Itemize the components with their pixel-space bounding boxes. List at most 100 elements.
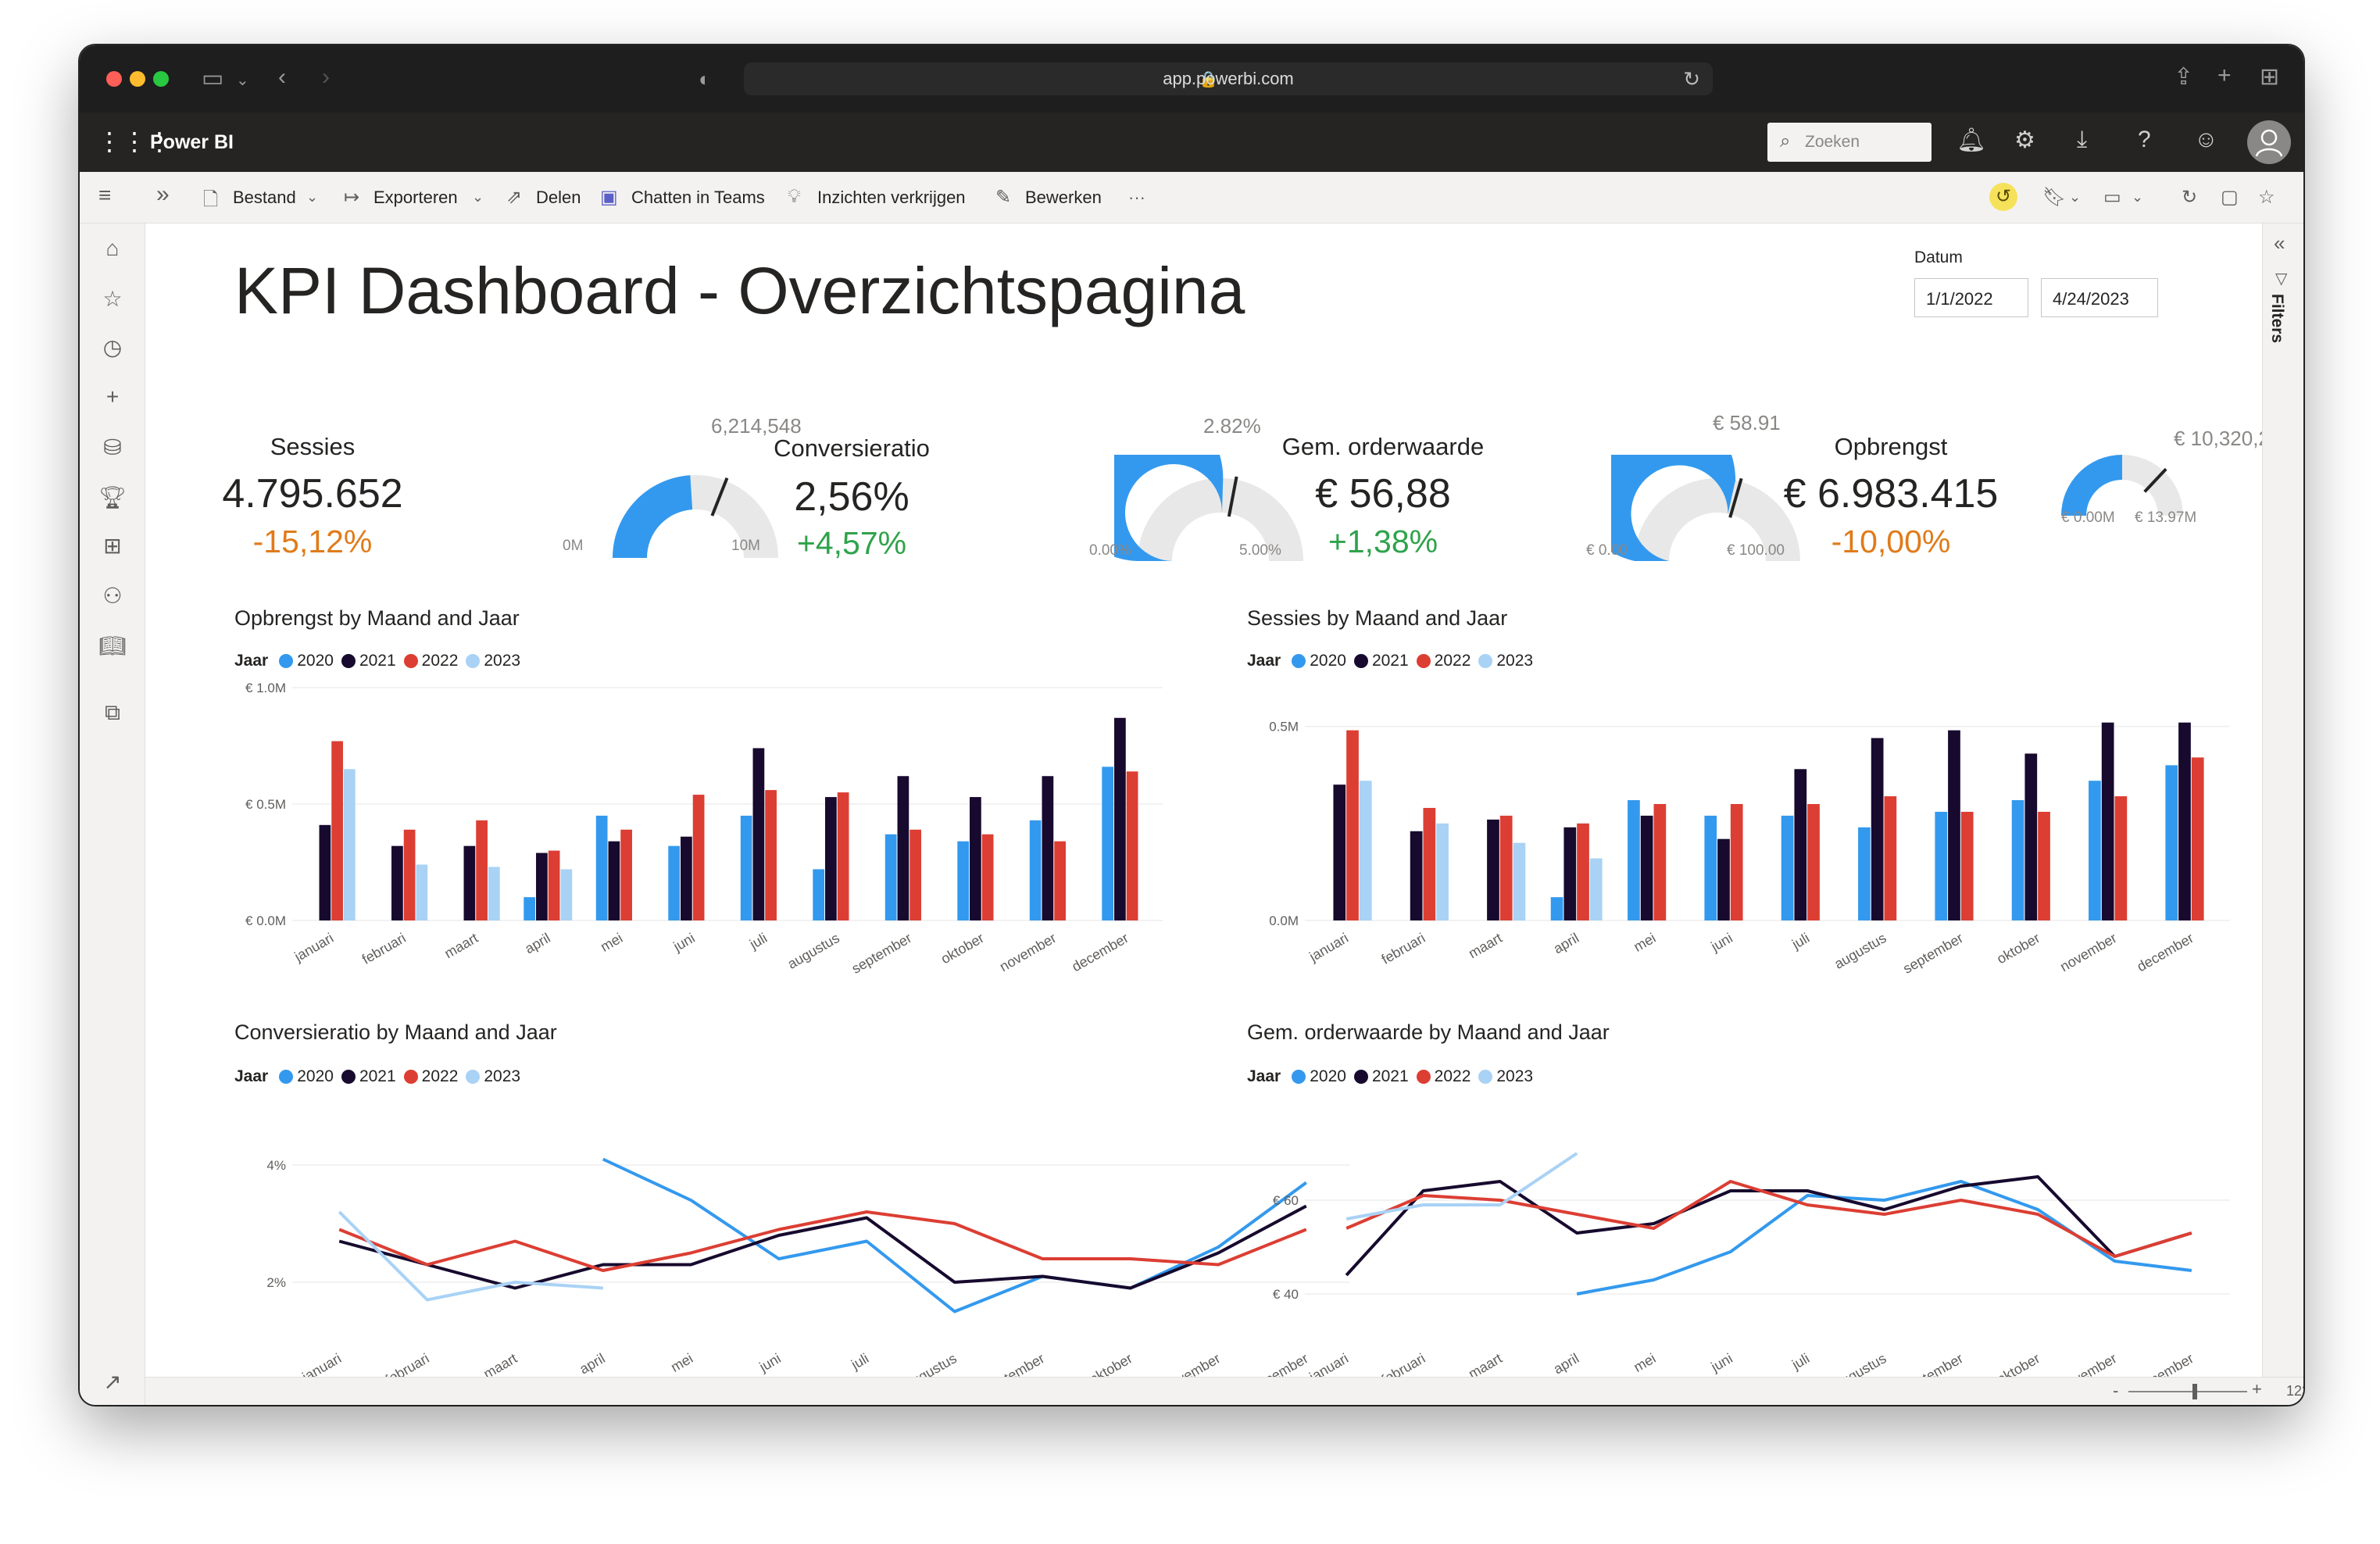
bar[interactable]	[825, 797, 837, 920]
bar[interactable]	[1717, 838, 1730, 920]
series-line[interactable]	[1576, 1180, 2192, 1296]
bestand-menu[interactable]: Bestand	[233, 188, 296, 207]
bar[interactable]	[1948, 730, 1960, 920]
create-plus-icon[interactable]: +	[105, 384, 120, 409]
help-icon[interactable]: ?	[2138, 127, 2151, 152]
legend-item[interactable]: 2020	[1292, 652, 1346, 670]
bar[interactable]	[1628, 800, 1640, 920]
zoom-slider-thumb[interactable]	[2192, 1384, 2197, 1399]
bar[interactable]	[488, 867, 500, 920]
legend-item[interactable]: 2020	[1292, 1067, 1346, 1086]
bar[interactable]	[1807, 804, 1820, 920]
filters-pane[interactable]: « ▽ Filters	[2262, 223, 2303, 1377]
comment-icon[interactable]: ▢	[2221, 187, 2239, 208]
bar[interactable]	[620, 829, 632, 920]
bar[interactable]	[2038, 811, 2050, 920]
privacy-shield-icon[interactable]: ◐	[699, 67, 711, 91]
datasets-cylinder-icon[interactable]: ⛁	[103, 435, 122, 459]
legend-item[interactable]: 2022	[1416, 1067, 1471, 1086]
bar[interactable]	[343, 769, 356, 920]
legend-item[interactable]: 2022	[403, 652, 458, 670]
bar[interactable]	[2114, 796, 2128, 920]
shared-people-icon[interactable]: ⚇	[102, 584, 123, 608]
home-icon[interactable]: ⌂	[105, 236, 120, 260]
bar[interactable]	[1487, 819, 1499, 920]
bar[interactable]	[331, 741, 343, 920]
bar[interactable]	[681, 836, 692, 920]
bar[interactable]	[1640, 815, 1653, 920]
legend-item[interactable]: 2020	[279, 1067, 334, 1086]
bar[interactable]	[536, 852, 548, 920]
bar[interactable]	[1858, 827, 1871, 920]
bar[interactable]	[1346, 730, 1359, 920]
chevron-down-icon[interactable]: ⌄	[2069, 189, 2082, 205]
zoom-slider[interactable]	[2128, 1384, 2247, 1399]
legend-item[interactable]: 2023	[466, 1067, 520, 1086]
learn-book-icon[interactable]: 📖︎	[98, 634, 127, 658]
bar[interactable]	[884, 834, 897, 920]
bar[interactable]	[391, 845, 403, 920]
bar[interactable]	[1102, 767, 1114, 920]
bar[interactable]	[2178, 722, 2191, 920]
bar[interactable]	[1935, 811, 1948, 920]
bar[interactable]	[524, 897, 536, 920]
workspaces-icon[interactable]: ⧉	[105, 700, 120, 724]
bar[interactable]	[1781, 815, 1794, 920]
bar[interactable]	[692, 795, 705, 920]
chevron-down-icon[interactable]: ⌄	[472, 189, 484, 205]
bar[interactable]	[909, 829, 921, 920]
legend-item[interactable]: 2021	[1353, 652, 1409, 670]
series-line[interactable]	[338, 1210, 603, 1302]
address-bar[interactable]: 🔒 app.powerbi.com ↻	[744, 63, 1713, 95]
recent-clock-icon[interactable]: ◷	[102, 335, 123, 359]
exporteren-menu[interactable]: Exporteren	[373, 188, 458, 207]
app-launcher-icon[interactable]: ⋮⋮⋮	[97, 127, 172, 155]
bar[interactable]	[1730, 804, 1743, 920]
bar[interactable]	[608, 841, 620, 920]
bar[interactable]	[1042, 776, 1054, 920]
chevron-down-icon[interactable]: ⌄	[236, 72, 249, 89]
bar[interactable]	[403, 829, 416, 920]
bar[interactable]	[476, 820, 488, 920]
bar[interactable]	[1029, 820, 1042, 920]
expand-pane-icon[interactable]: »	[156, 181, 170, 207]
bar[interactable]	[560, 869, 573, 920]
back-icon[interactable]: ‹	[278, 64, 286, 90]
bar[interactable]	[957, 841, 970, 920]
bar[interactable]	[1960, 811, 1974, 920]
notifications-icon[interactable]: 🔔︎	[1957, 127, 1987, 153]
bar[interactable]	[1499, 815, 1513, 920]
zoom-out-button[interactable]: -	[2113, 1381, 2119, 1400]
inzichten-button[interactable]: Inzichten verkrijgen	[817, 188, 966, 207]
bar[interactable]	[1054, 841, 1066, 920]
bar[interactable]	[1513, 842, 1526, 920]
date-end-input[interactable]: 4/24/2023	[2041, 278, 2158, 317]
legend-item[interactable]: 2021	[1353, 1067, 1409, 1086]
bar[interactable]	[548, 850, 560, 920]
series-line[interactable]	[602, 1157, 1307, 1313]
legend-item[interactable]: 2023	[466, 652, 520, 670]
series-line[interactable]	[1345, 1152, 1578, 1221]
bar[interactable]	[765, 790, 777, 920]
apps-icon[interactable]: ⊞	[103, 534, 122, 558]
delen-button[interactable]: Delen	[536, 188, 581, 207]
bar[interactable]	[1794, 769, 1807, 920]
bar[interactable]	[752, 748, 765, 920]
bar[interactable]	[981, 834, 994, 920]
favorite-star-icon[interactable]: ☆	[2258, 187, 2275, 208]
bar[interactable]	[1550, 897, 1563, 920]
zoom-window-button[interactable]	[153, 71, 169, 87]
avatar[interactable]	[2247, 120, 2291, 164]
bar[interactable]	[1589, 858, 1603, 920]
zoom-in-button[interactable]: +	[2252, 1379, 2262, 1399]
date-start-input[interactable]: 1/1/2022	[1914, 278, 2028, 317]
minimize-window-button[interactable]	[130, 71, 145, 87]
forward-icon[interactable]: ›	[322, 64, 330, 90]
bar[interactable]	[1704, 815, 1717, 920]
bar[interactable]	[1114, 717, 1126, 920]
chevron-down-icon[interactable]: ⌄	[306, 189, 319, 205]
legend-item[interactable]: 2021	[341, 1067, 396, 1086]
favorites-star-icon[interactable]: ☆	[102, 287, 123, 311]
bookmark-icon[interactable]: 🔖︎	[2042, 187, 2067, 208]
bar[interactable]	[668, 845, 681, 920]
